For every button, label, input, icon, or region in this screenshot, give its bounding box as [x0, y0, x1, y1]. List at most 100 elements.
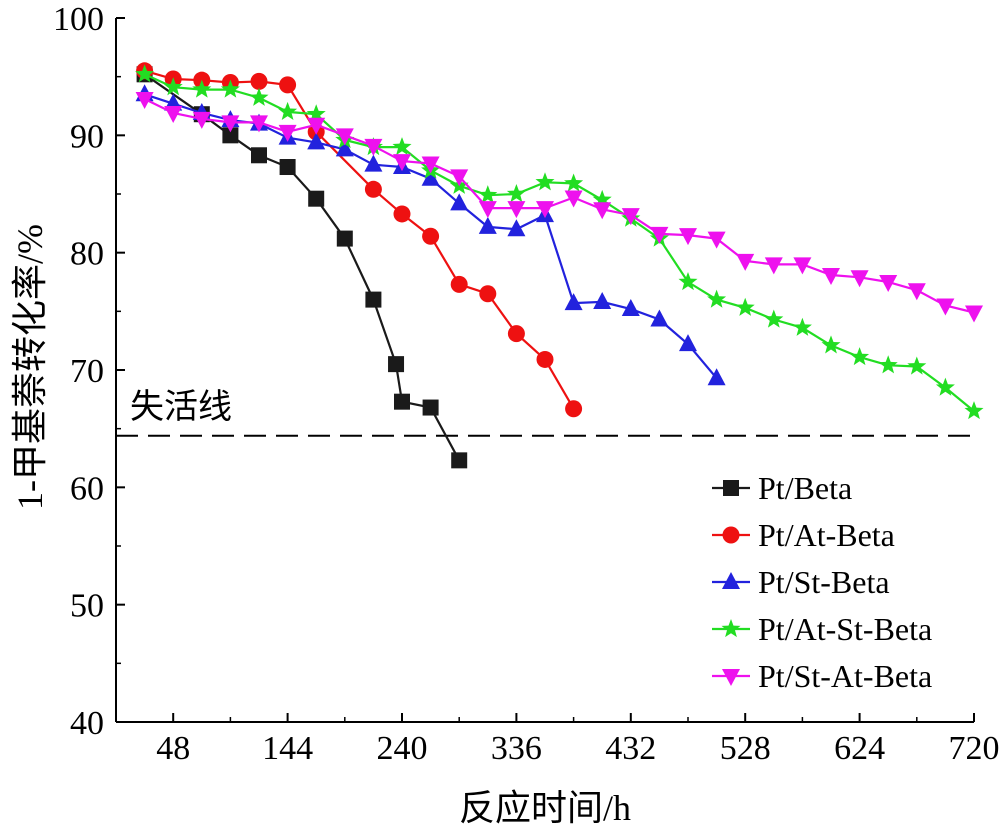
square-marker [451, 452, 468, 469]
star-marker [135, 64, 155, 83]
x-axis-title: 反应时间/h [459, 788, 631, 828]
triangle-down-marker [621, 208, 640, 226]
star-marker [192, 79, 212, 98]
y-tick-label: 70 [70, 353, 104, 390]
triangle-down-marker [478, 201, 497, 219]
triangle-up-marker [593, 291, 612, 309]
x-tick-label: 432 [605, 730, 656, 767]
circle-marker [536, 350, 554, 368]
triangle-up-marker [421, 168, 440, 186]
y-axis-title: 1-甲基萘转化率/% [10, 224, 50, 510]
triangle-down-marker [393, 154, 411, 172]
star-marker [678, 272, 698, 291]
triangle-down-marker [679, 228, 697, 246]
square-marker [336, 230, 353, 247]
series-4 [135, 91, 983, 323]
star-marker [735, 297, 755, 316]
triangle-down-marker [907, 283, 926, 301]
star-marker [592, 189, 612, 208]
triangle-down-marker [564, 190, 583, 208]
triangle-down-marker [335, 128, 354, 146]
square-marker [723, 480, 739, 496]
star-marker [249, 87, 269, 106]
triangle-down-marker [450, 169, 469, 187]
square-marker [251, 147, 267, 164]
y-tick-label: 50 [70, 588, 104, 625]
x-tick-label: 144 [262, 730, 313, 767]
circle-marker [722, 526, 740, 544]
legend-item: Pt/At-Beta [712, 517, 895, 553]
star-marker [792, 317, 812, 336]
circle-marker [479, 285, 497, 303]
star-marker [878, 355, 898, 374]
circle-marker [422, 227, 440, 245]
triangle-down-marker [364, 138, 383, 156]
star-marker [721, 619, 741, 638]
circle-marker [450, 275, 468, 293]
triangle-down-marker [736, 253, 755, 271]
legend-item: Pt/At-St-Beta [712, 611, 932, 647]
star-marker [478, 185, 498, 204]
triangle-down-marker [850, 270, 869, 288]
triangle-down-marker [536, 201, 554, 219]
star-marker [564, 173, 584, 192]
triangle-up-marker [335, 139, 354, 157]
circle-marker [250, 72, 268, 90]
legend-label: Pt/At-Beta [758, 517, 895, 553]
triangle-down-marker [822, 267, 840, 285]
triangle-down-marker [707, 231, 726, 249]
axes: 40 50 60 70 80 90 100 48 144 240 336 432 528 624 720 [53, 1, 1000, 767]
star-marker [506, 184, 526, 203]
legend-label: Pt/Beta [758, 470, 852, 506]
triangle-down-marker [593, 202, 612, 220]
star-marker [163, 77, 183, 96]
triangle-down-marker [192, 111, 211, 129]
circle-marker [393, 205, 411, 223]
legend-label: Pt/St-Beta [758, 564, 890, 600]
legend-item: Pt/St-Beta [712, 564, 890, 600]
x-tick-label: 720 [949, 730, 1000, 767]
circle-marker [364, 180, 382, 198]
circle-marker [279, 76, 297, 94]
triangle-up-marker [679, 334, 697, 352]
triangle-up-marker [450, 193, 469, 211]
star-marker [764, 309, 784, 328]
star-marker [821, 335, 841, 354]
triangle-down-marker [793, 257, 812, 275]
circle-marker [507, 325, 525, 343]
triangle-up-marker [478, 216, 497, 234]
triangle-down-marker [221, 115, 240, 133]
triangle-up-marker [707, 368, 726, 386]
star-marker [306, 104, 326, 123]
square-marker [279, 159, 296, 176]
triangle-down-marker [307, 117, 326, 135]
x-tick-label: 240 [377, 730, 428, 767]
square-marker [308, 190, 325, 207]
triangle-down-marker [879, 275, 898, 292]
triangle-down-marker [936, 298, 955, 316]
triangle-down-marker [421, 156, 440, 174]
square-marker [222, 127, 239, 144]
star-marker [907, 356, 927, 375]
triangle-up-marker [621, 298, 640, 316]
triangle-up-marker [650, 309, 669, 327]
series-line [144, 98, 975, 314]
x-tick-label: 624 [834, 730, 885, 767]
triangle-down-marker [650, 226, 669, 244]
triangle-down-marker [722, 669, 740, 686]
star-marker [850, 347, 870, 366]
y-tick-label: 100 [53, 1, 104, 38]
triangle-down-marker [965, 305, 983, 323]
triangle-down-marker [507, 201, 526, 219]
triangle-up-marker [722, 572, 740, 589]
star-marker [535, 172, 555, 191]
square-marker [365, 291, 382, 308]
series-1 [136, 62, 583, 418]
triangle-down-marker [250, 115, 268, 133]
triangle-down-marker [135, 91, 154, 109]
legend-label: Pt/St-At-Beta [758, 658, 932, 694]
triangle-down-marker [164, 106, 183, 124]
star-marker [935, 377, 955, 396]
triangle-down-marker [278, 124, 297, 142]
